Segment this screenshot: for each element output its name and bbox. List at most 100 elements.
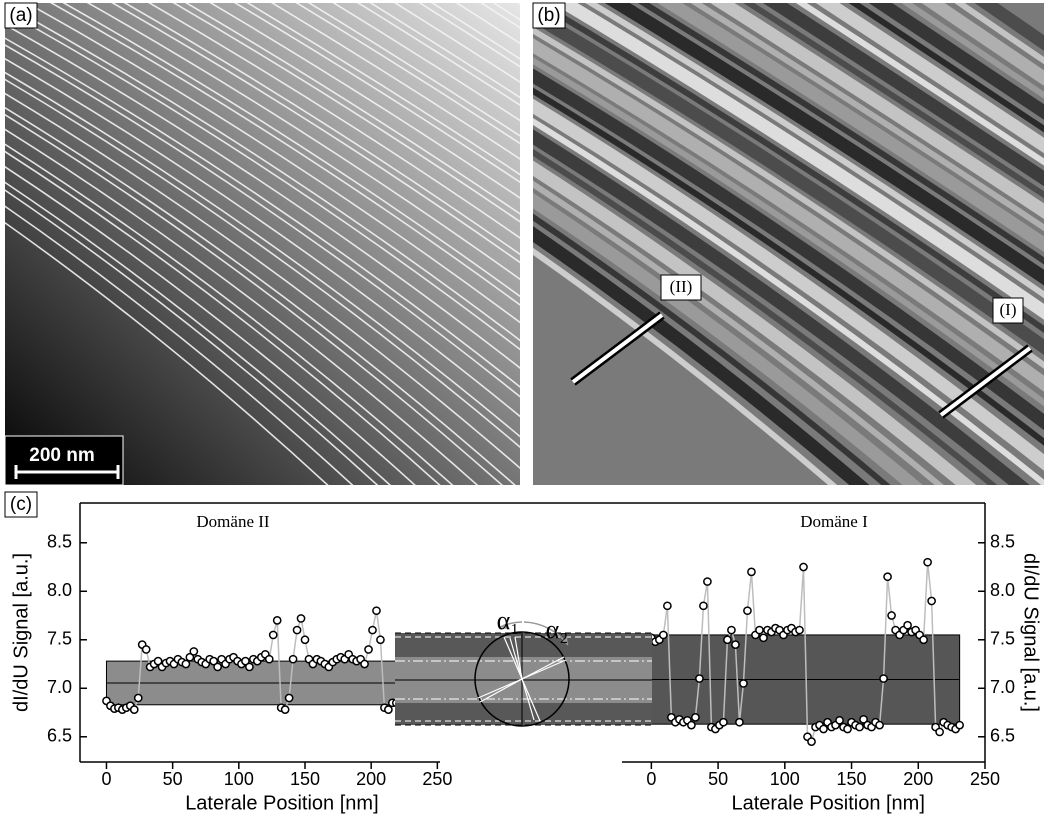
y-axis-label: dI/dU Signal [a.u.] (10, 553, 32, 712)
data-point (835, 715, 844, 725)
data-point (795, 625, 804, 635)
stripe (690, 3, 1044, 232)
data-point (855, 722, 864, 732)
x-tick-label: 150 (837, 769, 867, 789)
step-edge (5, 37, 520, 388)
data-point (719, 717, 728, 727)
y-tick-label: 7.5 (990, 629, 1015, 649)
step-edge (5, 181, 392, 485)
stripe (533, 247, 838, 485)
data-point (141, 645, 151, 654)
step-edge (5, 150, 441, 485)
data-point (703, 577, 712, 586)
data-point (879, 674, 888, 683)
step-edge (62, 3, 520, 298)
y-tick-label: 8.0 (990, 580, 1015, 600)
data-point (799, 562, 808, 572)
marker-box (660, 274, 702, 301)
data-point (280, 705, 290, 714)
data-point (292, 625, 302, 635)
stripe (604, 3, 1044, 286)
data-point (759, 633, 768, 643)
data-point (185, 652, 195, 662)
stripe (533, 192, 923, 485)
x-tick-label: 200 (903, 769, 933, 789)
scale-bar-label: 200 nm (29, 445, 94, 466)
y-tick-label: 7.5 (47, 629, 72, 649)
step-edge (172, 3, 520, 223)
step-edges (0, 0, 1048, 520)
step-edge (233, 3, 520, 184)
x-tick-label: 100 (224, 769, 254, 789)
x-tick-label: 200 (356, 769, 386, 789)
panel-label: (a) (9, 5, 32, 26)
stripe (533, 160, 977, 485)
x-tick-label: 150 (290, 769, 320, 789)
marker-label: (II) (670, 277, 693, 296)
data-point (129, 705, 139, 714)
step-edge (356, 3, 520, 107)
step-edge (111, 3, 520, 264)
marker-label: (I) (1000, 300, 1017, 319)
data-point (731, 640, 740, 649)
domain-label: Domäne II (196, 512, 270, 531)
data-point (268, 630, 278, 640)
step-edge (430, 3, 520, 60)
step-edge (123, 3, 520, 256)
plots: Domäne II 0 50 100 150 200 250 6.5 7.0 7.5 8.0 8.5 L… (10, 503, 1042, 814)
data-point (687, 720, 696, 730)
stripe (901, 3, 1044, 99)
step-edge (5, 113, 504, 485)
step-edge (5, 106, 516, 485)
data-point (727, 625, 736, 635)
data-point (360, 659, 369, 669)
data-point (213, 662, 222, 672)
step-edge (49, 3, 520, 306)
y-tick-label: 6.5 (47, 726, 72, 746)
data-point (935, 727, 944, 737)
step-edge (86, 3, 520, 281)
data-point (133, 693, 143, 703)
stripe (533, 57, 1044, 407)
stripe (921, 3, 1044, 86)
stripe (637, 3, 1044, 265)
stripe (815, 3, 1044, 154)
data-point (819, 724, 828, 734)
data-point (903, 620, 912, 630)
data-point (241, 656, 250, 666)
stripe (763, 3, 1044, 187)
data-point (659, 630, 668, 640)
x-tick-label: 0 (101, 769, 111, 789)
data-point (364, 645, 373, 654)
stripe (533, 68, 1044, 431)
panel-label: (c) (10, 494, 32, 515)
data-point (743, 606, 752, 616)
x-tick-label: 50 (708, 769, 728, 789)
stripe (795, 3, 1044, 166)
profile-line (939, 346, 1032, 417)
step-edge (147, 3, 520, 239)
angle-inset (395, 621, 652, 727)
data-point (875, 720, 884, 730)
angle-label: α₁ (497, 606, 520, 635)
data-point (288, 654, 298, 664)
stripe (552, 3, 1044, 320)
domain-label: Domäne I (800, 512, 868, 531)
step-edge (5, 57, 520, 418)
x-tick-label: 250 (422, 769, 452, 789)
step-edge (5, 71, 520, 438)
y-tick-label: 7.0 (990, 677, 1015, 697)
step-edge (5, 189, 379, 485)
y-tick-label: 7.0 (47, 677, 72, 697)
panel-label: (b) (537, 5, 560, 26)
step-edge (295, 3, 520, 145)
x-tick-label: 0 (646, 769, 656, 789)
data-point (663, 601, 672, 611)
step-edge (5, 165, 416, 485)
stripe (868, 3, 1044, 120)
data-point (695, 674, 704, 683)
stripe (533, 98, 1044, 471)
stripe (743, 3, 1044, 199)
stripe (585, 3, 1044, 299)
